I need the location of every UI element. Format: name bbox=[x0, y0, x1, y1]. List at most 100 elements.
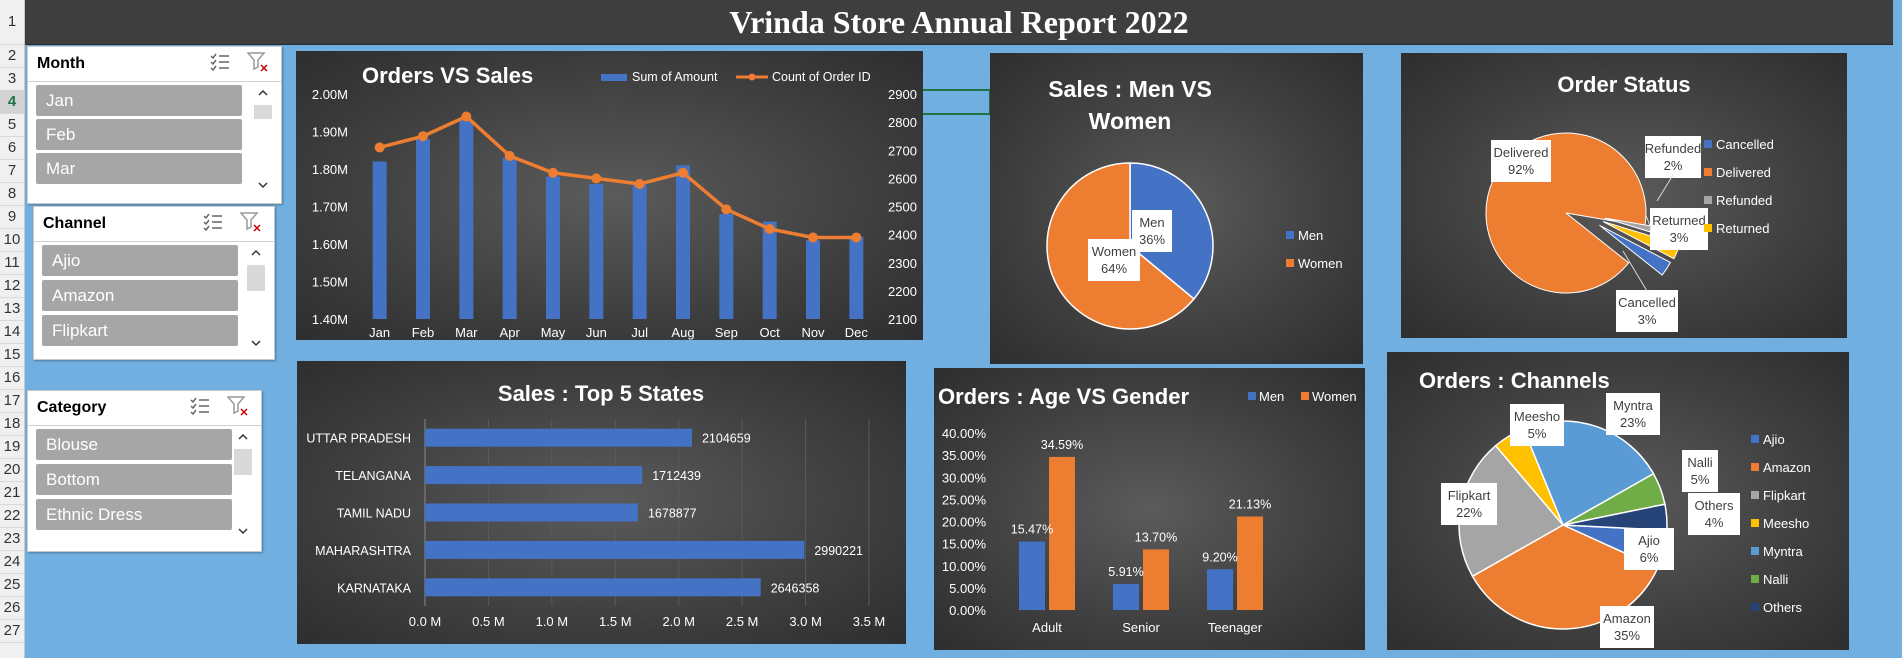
legend-swatch bbox=[1704, 224, 1712, 232]
slicer-item-amazon[interactable]: Amazon bbox=[42, 280, 238, 311]
bar-may bbox=[546, 176, 560, 319]
slicer-item-bottom[interactable]: Bottom bbox=[36, 464, 232, 495]
month-slicer-title: Month bbox=[37, 55, 85, 72]
multi-select-icon[interactable] bbox=[209, 51, 231, 73]
row-header[interactable]: 16 bbox=[0, 366, 24, 390]
scroll-arrows-icon[interactable] bbox=[247, 245, 265, 351]
slicer-item-ethnic-dress[interactable]: Ethnic Dress bbox=[36, 499, 232, 530]
row-header[interactable]: 22 bbox=[0, 504, 24, 528]
row-header[interactable]: 17 bbox=[0, 389, 24, 413]
row-header[interactable]: 26 bbox=[0, 596, 24, 620]
x-tick: 1.5 M bbox=[599, 614, 632, 629]
row-header[interactable]: 6 bbox=[0, 136, 24, 160]
line-point bbox=[634, 179, 645, 189]
clear-filter-icon[interactable] bbox=[246, 51, 269, 73]
row-header[interactable]: 19 bbox=[0, 435, 24, 459]
slicer-scrollbar[interactable] bbox=[254, 85, 272, 193]
bar-dec bbox=[849, 236, 864, 319]
slicer-scroll-thumb[interactable] bbox=[247, 265, 265, 291]
x-tick: Apr bbox=[500, 325, 521, 340]
row-header[interactable]: 14 bbox=[0, 320, 24, 344]
top5-states-chart[interactable]: Sales : Top 5 States 0.0 M 0.5 M 1.0 M 1.5 M… bbox=[297, 361, 906, 644]
row-header[interactable]: 20 bbox=[0, 458, 24, 482]
clear-filter-icon[interactable] bbox=[239, 211, 262, 233]
row-header[interactable]: 4 bbox=[0, 90, 24, 114]
legend-label: Others bbox=[1763, 600, 1803, 615]
row-header[interactable]: 21 bbox=[0, 481, 24, 505]
row-header[interactable]: 18 bbox=[0, 412, 24, 436]
slicer-scroll-thumb[interactable] bbox=[234, 449, 252, 475]
chart-svg: Sales : Top 5 States 0.0 M 0.5 M 1.0 M 1.5 M… bbox=[306, 381, 885, 629]
slicer-scrollbar[interactable] bbox=[234, 429, 252, 539]
row-header[interactable]: 12 bbox=[0, 274, 24, 298]
data-label: Women bbox=[1092, 244, 1137, 259]
row-header[interactable]: 15 bbox=[0, 343, 24, 367]
x-tick: Feb bbox=[412, 325, 434, 340]
bar-jul bbox=[632, 184, 647, 319]
data-label: 34.59% bbox=[1041, 438, 1083, 452]
row-header[interactable]: 5 bbox=[0, 113, 24, 137]
row-header[interactable]: 11 bbox=[0, 251, 24, 275]
row-header[interactable]: 7 bbox=[0, 159, 24, 183]
age-vs-gender-chart[interactable]: Orders : Age VS Gender Men Women 0.00% 5.00%… bbox=[934, 368, 1365, 650]
slicer-item-jan[interactable]: Jan bbox=[36, 85, 242, 116]
legend-label: Returned bbox=[1716, 221, 1769, 236]
y-left-tick: 1.80M bbox=[312, 162, 348, 177]
slicer-scroll-thumb[interactable] bbox=[254, 105, 272, 119]
channel-slicer[interactable]: Channel Ajio Amazon Flipkart bbox=[33, 206, 275, 360]
slicer-item-blouse[interactable]: Blouse bbox=[36, 429, 232, 460]
month-slicer[interactable]: Month Jan Feb Mar bbox=[27, 46, 282, 204]
multi-select-icon[interactable] bbox=[202, 211, 224, 233]
y-tick: KARNATAKA bbox=[337, 581, 412, 595]
data-label: 1678877 bbox=[648, 507, 697, 521]
leader-line bbox=[1645, 214, 1652, 230]
slicer-scrollbar[interactable] bbox=[247, 245, 265, 351]
data-label: Refunded bbox=[1645, 141, 1701, 156]
legend-swatch bbox=[1751, 519, 1759, 527]
y-right-tick: 2900 bbox=[888, 87, 917, 102]
selected-cell[interactable] bbox=[918, 89, 991, 115]
data-label-box bbox=[1645, 136, 1701, 178]
multi-select-icon[interactable] bbox=[189, 395, 211, 417]
row-header[interactable]: 1 bbox=[0, 0, 24, 45]
slicer-item-feb[interactable]: Feb bbox=[36, 119, 242, 150]
slicer-divider bbox=[34, 241, 274, 242]
chart-title: Sales : Men VS bbox=[1048, 76, 1212, 102]
line-point bbox=[764, 224, 775, 234]
chart-title: Orders VS Sales bbox=[362, 63, 533, 88]
row-header[interactable]: 8 bbox=[0, 182, 24, 206]
category-slicer[interactable]: Category Blouse Bottom Ethnic Dress bbox=[27, 390, 262, 552]
slicer-item-ajio[interactable]: Ajio bbox=[42, 245, 238, 276]
scroll-arrows-icon[interactable] bbox=[234, 429, 252, 539]
row-header[interactable]: 13 bbox=[0, 297, 24, 321]
legend-swatch bbox=[1751, 575, 1759, 583]
legend-swatch bbox=[1751, 547, 1759, 555]
row-header[interactable]: 24 bbox=[0, 550, 24, 574]
x-tick: 3.0 M bbox=[789, 614, 822, 629]
orders-channels-chart[interactable]: Orders : Channels Ajio 6% Amazon 35% Flipkart… bbox=[1387, 352, 1849, 650]
row-header[interactable]: 25 bbox=[0, 573, 24, 597]
orders-vs-sales-chart[interactable]: Orders VS Sales Sum of Amount Count of Ord… bbox=[296, 51, 923, 340]
row-header[interactable]: 3 bbox=[0, 67, 24, 91]
line-count-of-order-id bbox=[379, 114, 857, 240]
y-right-tick: 2500 bbox=[888, 200, 917, 215]
legend-label: Nalli bbox=[1763, 572, 1788, 587]
row-header[interactable]: 27 bbox=[0, 619, 24, 643]
order-status-chart[interactable]: Order Status Delivered 92% Refunded 2% Return… bbox=[1401, 53, 1847, 338]
scroll-arrows-icon[interactable] bbox=[254, 85, 272, 193]
data-label-box bbox=[1624, 528, 1674, 570]
slicer-item-mar[interactable]: Mar bbox=[36, 153, 242, 184]
slicer-item-flipkart[interactable]: Flipkart bbox=[42, 315, 238, 346]
legend-label: Cancelled bbox=[1716, 137, 1774, 152]
sales-men-women-chart[interactable]: Sales : Men VS Women Men 36% Women 64% Men Wome… bbox=[990, 53, 1363, 364]
row-header[interactable]: 10 bbox=[0, 228, 24, 252]
row-header[interactable]: 2 bbox=[0, 44, 24, 68]
data-label: Others bbox=[1694, 498, 1734, 513]
row-header[interactable]: 23 bbox=[0, 527, 24, 551]
bar-men-adult bbox=[1019, 541, 1045, 610]
y-right-tick: 2600 bbox=[888, 171, 917, 186]
clear-filter-icon[interactable] bbox=[226, 395, 249, 417]
row-header[interactable]: 9 bbox=[0, 205, 24, 229]
data-label: 64% bbox=[1101, 261, 1127, 276]
line-point bbox=[678, 167, 688, 178]
